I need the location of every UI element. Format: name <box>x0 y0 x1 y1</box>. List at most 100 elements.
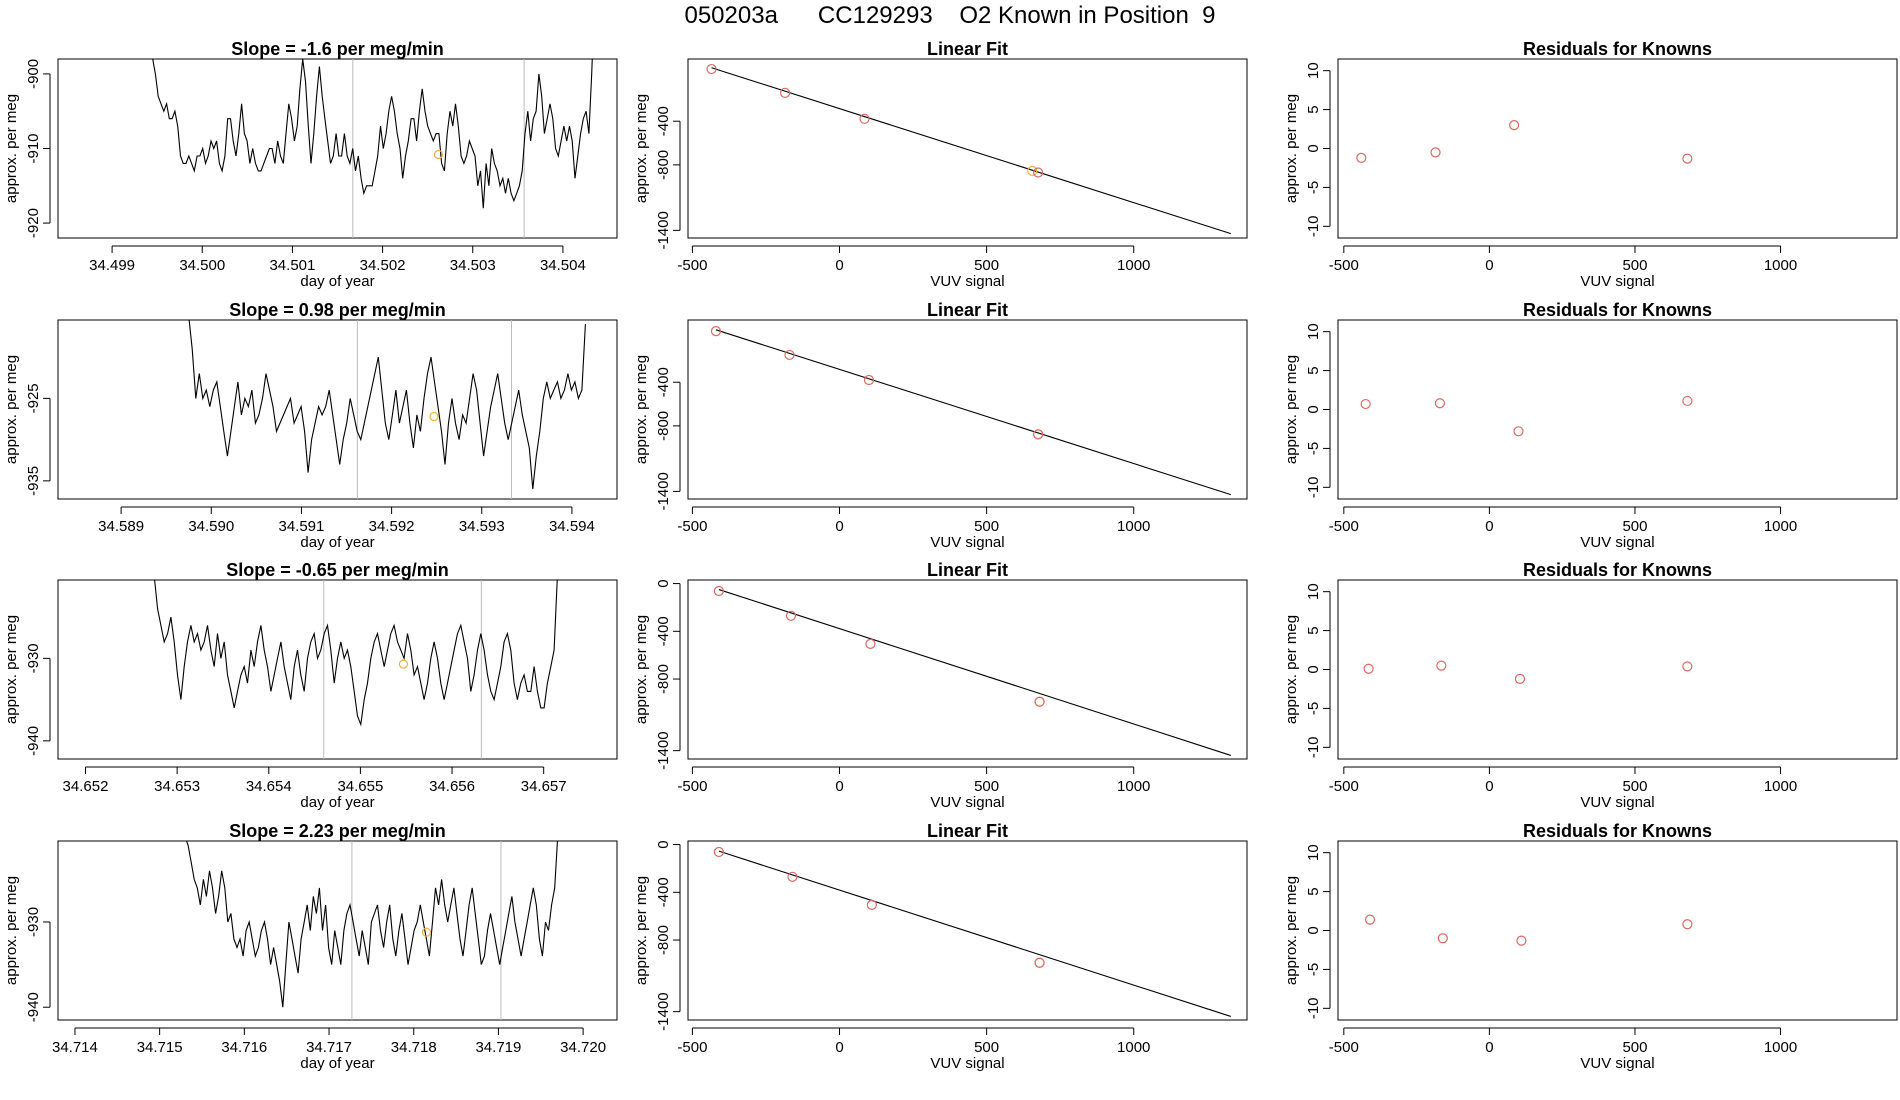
data-point <box>779 87 791 98</box>
y-tick-label: 0 <box>655 579 672 587</box>
x-tick-label: 34.714 <box>52 1039 98 1056</box>
plot-area <box>188 320 586 499</box>
y-tick-label: 0 <box>1305 144 1322 152</box>
data-point <box>1516 935 1527 946</box>
y-tick-label: -400 <box>655 877 672 907</box>
data-point <box>1434 398 1446 409</box>
data-point <box>863 374 875 386</box>
figure-title: 050203a CC129293 O2 Known in Position 9 <box>684 2 1216 29</box>
x-tick-label: 34.503 <box>450 257 496 274</box>
data-point <box>713 846 724 858</box>
y-tick-label: -925 <box>25 383 42 413</box>
panel-1-2: Linear Fit -500 0 500 1000 VUV signal -400 -800… <box>633 39 1248 290</box>
data-point <box>1033 429 1044 440</box>
data-point <box>1430 147 1441 158</box>
y-tick-label: -5 <box>1305 442 1322 455</box>
data-point <box>1027 165 1038 176</box>
y-tick-label: 10 <box>1305 62 1322 79</box>
x-axis-label: VUV signal <box>1580 794 1654 811</box>
panel-title: Linear Fit <box>927 39 1008 59</box>
x-tick-label: 1000 <box>1764 1039 1797 1056</box>
y-axis-label: approx. per meg <box>1283 94 1300 203</box>
y-tick-label: -10 <box>1305 476 1322 498</box>
x-tick-label: 0 <box>1485 1039 1493 1056</box>
panel-4-1: Slope = 2.23 per meg/min 34.714 34.715 34.7… <box>3 821 618 1072</box>
x-axis-label: day of year <box>300 794 374 811</box>
x-tick-label: 1000 <box>1764 518 1797 535</box>
x-axis-label: VUV signal <box>930 273 1004 290</box>
y-tick-label: -900 <box>25 59 42 89</box>
y-tick-label: 5 <box>1305 366 1322 374</box>
y-tick-label: 5 <box>1305 105 1322 113</box>
plot-area <box>152 59 593 238</box>
data-point <box>1682 919 1693 930</box>
series-line <box>154 580 558 727</box>
y-tick-label: -1400 <box>655 992 672 1030</box>
data-point <box>1034 957 1045 968</box>
plot-frame <box>1337 579 1898 760</box>
y-axis-label: approx. per meg <box>633 615 650 724</box>
x-tick-label: 0 <box>835 778 843 795</box>
x-tick-label: 34.653 <box>154 778 200 795</box>
panel-2-3: Residuals for Knowns -500 0 500 1000 VUV sign… <box>1283 300 1898 551</box>
y-tick-label: 0 <box>1305 665 1322 673</box>
panel-2-2: Linear Fit -500 0 500 1000 VUV signal -400 -800… <box>633 300 1248 551</box>
plot-area <box>710 326 1231 496</box>
y-tick-label: -400 <box>655 106 672 136</box>
plot-frame <box>57 58 618 239</box>
y-tick-label: 0 <box>655 840 672 848</box>
x-tick-label: 500 <box>974 518 999 535</box>
data-point <box>1360 398 1371 410</box>
plot-frame <box>57 579 618 760</box>
x-tick-label: 34.500 <box>179 257 225 274</box>
x-axis-label: VUV signal <box>930 794 1004 811</box>
y-tick-label: -800 <box>655 411 672 441</box>
series-line <box>152 59 593 209</box>
x-tick-label: 34.504 <box>540 257 586 274</box>
y-axis-label: approx. per meg <box>633 355 650 464</box>
x-tick-label: 500 <box>974 778 999 795</box>
y-tick-label: 10 <box>1305 583 1322 600</box>
data-point <box>1509 120 1520 131</box>
y-tick-label: -910 <box>25 133 42 163</box>
y-tick-label: -930 <box>25 643 42 673</box>
x-tick-label: 34.716 <box>221 1039 267 1056</box>
y-tick-label: -1400 <box>655 211 672 249</box>
data-point <box>866 899 877 910</box>
data-point <box>1356 152 1367 163</box>
plot-area <box>1360 395 1693 437</box>
plot-frame <box>687 58 1248 239</box>
plot-area <box>713 585 1231 756</box>
x-tick-label: 34.656 <box>429 778 475 795</box>
x-tick-label: 34.594 <box>549 518 595 535</box>
x-axis-label: VUV signal <box>1580 273 1654 290</box>
x-tick-label: 500 <box>1622 778 1647 795</box>
data-point <box>713 585 724 597</box>
x-tick-label: 500 <box>974 257 999 274</box>
y-tick-label: -400 <box>655 367 672 397</box>
x-tick-label: 34.719 <box>475 1039 521 1056</box>
panel-3-1: Slope = -0.65 per meg/min 34.652 34.653 34.… <box>3 560 618 811</box>
panel-title: Slope = -1.6 per meg/min <box>231 39 444 59</box>
panel-4-2: Linear Fit -500 0 500 1000 VUV signal 0 -400 -80… <box>633 821 1248 1072</box>
x-tick-label: 34.652 <box>63 778 109 795</box>
y-tick-label: -5 <box>1305 181 1322 194</box>
y-axis-label: approx. per meg <box>3 355 20 464</box>
x-tick-label: -500 <box>677 518 707 535</box>
plot-frame <box>1337 840 1898 1021</box>
mean-marker <box>429 411 439 422</box>
x-tick-label: 34.720 <box>560 1039 606 1056</box>
y-tick-label: -1400 <box>655 731 672 769</box>
y-tick-label: -5 <box>1305 963 1322 976</box>
x-tick-label: 1000 <box>1117 778 1150 795</box>
x-tick-label: 34.502 <box>360 257 406 274</box>
panel-2-1: Slope = 0.98 per meg/min 34.589 34.590 34.5… <box>3 300 618 551</box>
y-tick-label: -800 <box>655 664 672 694</box>
x-axis-label: day of year <box>300 1055 374 1072</box>
y-tick-label: -800 <box>655 150 672 180</box>
x-tick-label: 0 <box>835 518 843 535</box>
x-tick-label: 34.591 <box>278 518 324 535</box>
panel-title: Slope = 0.98 per meg/min <box>229 300 446 320</box>
x-axis-label: VUV signal <box>1580 1055 1654 1072</box>
x-tick-label: 34.657 <box>521 778 567 795</box>
